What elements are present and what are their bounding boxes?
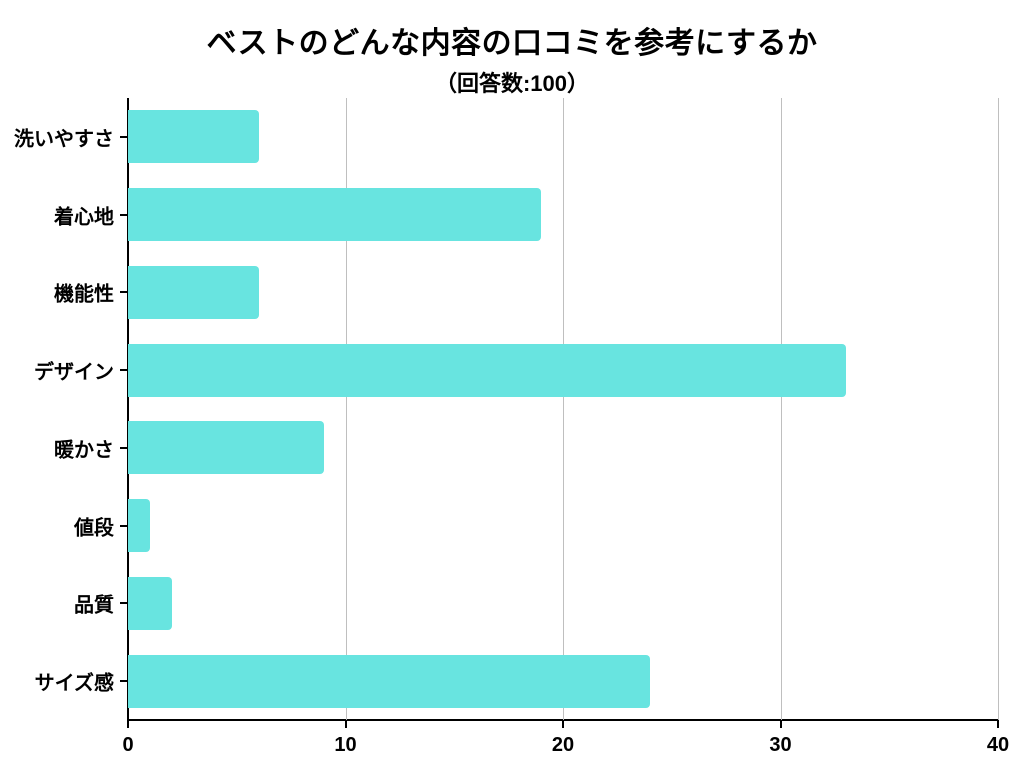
bar: [128, 499, 150, 552]
x-tick-label: 40: [987, 734, 1009, 757]
bar-row: 暖かさ: [128, 421, 998, 474]
bar: [128, 655, 650, 708]
x-tick-mark: [345, 720, 347, 728]
bar-row: サイズ感: [128, 655, 998, 708]
bar-row: デザイン: [128, 344, 998, 397]
y-category-label: 洗いやすさ: [0, 122, 128, 151]
title-block: ベストのどんな内容の口コミを参考にするか （回答数:100）: [0, 0, 1024, 98]
chart-title: ベストのどんな内容の口コミを参考にするか: [0, 18, 1024, 62]
y-category-label: 着心地: [0, 200, 128, 229]
bar-row: 機能性: [128, 266, 998, 319]
x-tick-mark: [127, 720, 129, 728]
y-category-label: 暖かさ: [0, 433, 128, 462]
x-tick-mark: [562, 720, 564, 728]
y-category-label: サイズ感: [0, 667, 128, 696]
chart-container: ベストのどんな内容の口コミを参考にするか （回答数:100） 0 10 20 30 40…: [0, 0, 1024, 768]
bar: [128, 188, 541, 241]
chart-subtitle: （回答数:100）: [0, 66, 1024, 98]
bar-row: 値段: [128, 499, 998, 552]
bar: [128, 344, 846, 397]
y-category-label: 値段: [0, 511, 128, 540]
gridline: [998, 98, 999, 720]
x-tick-mark: [997, 720, 999, 728]
bar: [128, 110, 259, 163]
bar: [128, 577, 172, 630]
x-tick-label: 0: [122, 734, 133, 757]
bar-row: 着心地: [128, 188, 998, 241]
y-category-label: 機能性: [0, 278, 128, 307]
bar: [128, 266, 259, 319]
plot-area: 010203040洗いやすさ着心地機能性デザイン暖かさ値段品質サイズ感: [128, 98, 998, 720]
y-category-label: デザイン: [0, 356, 128, 385]
bar-row: 品質: [128, 577, 998, 630]
x-tick-label: 10: [334, 734, 356, 757]
x-tick-label: 20: [552, 734, 574, 757]
x-tick-mark: [780, 720, 782, 728]
x-tick-label: 30: [769, 734, 791, 757]
y-category-label: 品質: [0, 589, 128, 618]
bar-row: 洗いやすさ: [128, 110, 998, 163]
bar: [128, 421, 324, 474]
